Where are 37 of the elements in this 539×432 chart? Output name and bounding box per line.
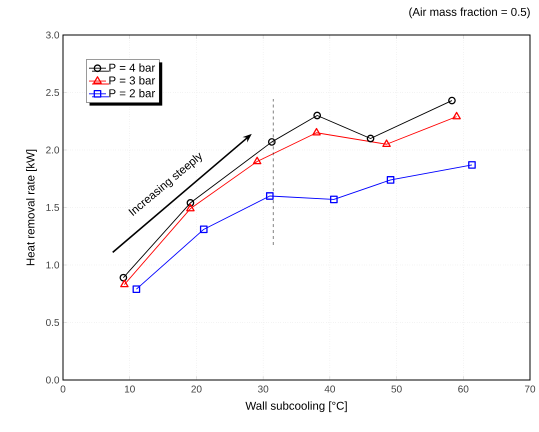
point: [252, 156, 262, 164]
point: [120, 280, 129, 288]
legend-label: P = 4 bar: [109, 63, 156, 72]
legend-label: P = 2 bar: [109, 88, 156, 98]
point: [313, 112, 322, 120]
point: [452, 112, 461, 120]
x-tick-label: 0: [60, 386, 66, 393]
y-tick-label: 0.0: [46, 376, 60, 384]
y-tick-label: 0.5: [46, 318, 60, 326]
point: [186, 204, 195, 212]
x-tick-label: 10: [124, 386, 135, 393]
y-tick-label: 2.0: [46, 146, 60, 154]
x-tick-label: 30: [258, 386, 268, 393]
point: [468, 161, 476, 169]
y-axis-title: Heat removal rate [kW]: [26, 150, 37, 266]
point: [382, 139, 391, 147]
y-tick-label: 1.5: [46, 204, 60, 211]
x-tick-label: 70: [524, 386, 536, 393]
x-tick-label: 20: [191, 386, 202, 393]
y-tick-label: 2.5: [46, 88, 60, 96]
y-tick-label: 1.0: [46, 261, 60, 269]
legend-label: P = 3 bar: [109, 76, 156, 85]
point: [186, 199, 194, 207]
y-tick-label: 3.0: [46, 31, 60, 39]
point: [132, 285, 140, 293]
x-tick-label: 60: [458, 386, 468, 393]
point: [330, 196, 338, 204]
x-axis-title: Wall subcooling [°C]: [245, 401, 347, 412]
point: [366, 134, 374, 142]
point: [268, 138, 276, 146]
point: [266, 192, 274, 200]
point: [200, 226, 208, 234]
text: (Air mass fraction = 0.5): [409, 8, 530, 18]
x-tick-label: 40: [324, 386, 336, 393]
point: [386, 176, 394, 184]
point: [312, 128, 321, 136]
x-tick-label: 50: [391, 386, 402, 393]
